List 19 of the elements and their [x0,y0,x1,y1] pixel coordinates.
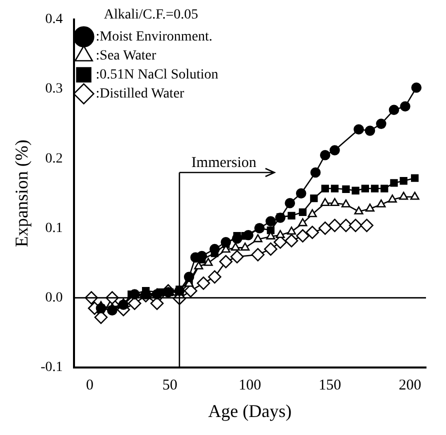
x-tick-label: 150 [318,377,342,394]
x-tick-label: 50 [162,377,178,394]
y-tick-label: 0.1 [45,220,63,236]
legend-label: :Sea Water [96,48,157,64]
x-tick-label: 200 [398,377,422,394]
x-axis-title: Age (Days) [208,400,292,421]
ref-line-label: Immersion [191,154,257,171]
legend-title: Alkali/C.F.=0.05 [104,8,198,23]
y-tick-label: 0.0 [45,290,63,306]
legend-label: :0.51N NaCl Solution [96,67,218,82]
legend-label: :Moist Environment. [96,29,212,44]
y-tick-label: 0.2 [45,151,63,166]
legend-label: :Distilled Water [96,86,185,102]
x-tick-label: 0 [86,377,94,394]
y-tick-label: 0.4 [45,12,63,28]
y-tick-label: -0.1 [40,360,63,376]
x-tick-label: 100 [238,377,262,394]
y-axis-title: Expansion (%) [12,140,32,248]
y-tick-label: 0.3 [45,82,63,97]
